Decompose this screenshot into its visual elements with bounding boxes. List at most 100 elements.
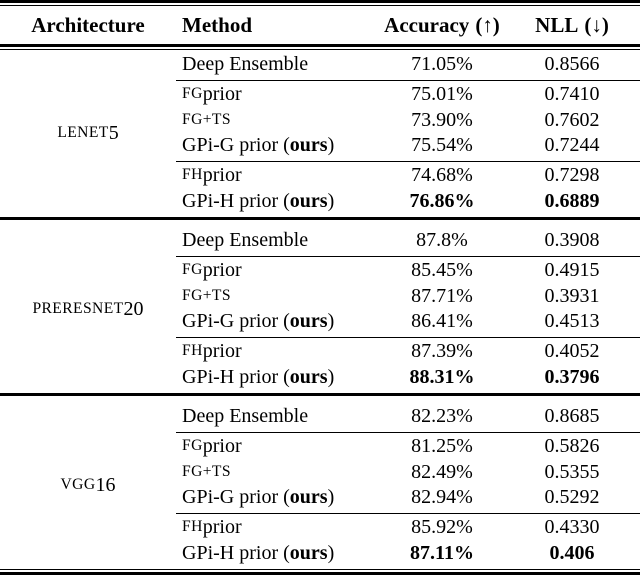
nll-cell: 0.4052 <box>544 339 600 362</box>
accuracy-cell: 88.31% <box>409 365 475 388</box>
method-label: GPi-G prior ( <box>182 486 290 508</box>
method-label: ) <box>327 365 335 388</box>
nll-cell: 0.5355 <box>544 460 600 483</box>
block-separator-rule <box>0 393 640 396</box>
method-label: GPi-H prior ( <box>182 541 290 564</box>
method-cell: GPi-G prior (ours) <box>176 133 380 162</box>
method-cell: fg prior <box>176 257 380 283</box>
nll-cell: 0.7602 <box>544 108 600 131</box>
method-cell: fg+ts <box>176 459 380 485</box>
architecture-name: lenet <box>57 124 109 141</box>
accuracy-header-label: Accuracy <box>384 12 470 37</box>
accuracy-cell: 82.23% <box>380 404 504 433</box>
nll-cell: 0.8566 <box>504 52 640 81</box>
architecture-label: preresnet 20 <box>0 228 176 390</box>
method-label: prior <box>202 163 242 186</box>
accuracy-cell: 81.25% <box>411 434 473 457</box>
accuracy-cell: 86.41% <box>380 309 504 338</box>
method-label: fh <box>182 166 203 183</box>
accuracy-cell: 71.05% <box>380 52 504 81</box>
method-label: fg <box>182 261 203 278</box>
method-cell: fg prior <box>176 81 380 107</box>
method-label: GPi-H prior ( <box>182 189 290 212</box>
ours-tag: ours <box>289 486 328 508</box>
accuracy-cell: 75.01% <box>411 82 473 105</box>
column-header-architecture: Architecture <box>31 12 145 37</box>
method-cell: Deep Ensemble <box>176 404 380 433</box>
architecture-block: vgg 16 Deep Ensemble 82.23% 0.8685 fg prior 81… <box>0 396 640 569</box>
header-rule <box>0 44 640 50</box>
accuracy-cell: 85.45% <box>411 258 473 281</box>
accuracy-cell: 73.90% <box>411 108 473 131</box>
accuracy-cell: 74.68% <box>411 163 473 186</box>
accuracy-cell: 82.49% <box>411 460 473 483</box>
architecture-block: lenet 5 Deep Ensemble 71.05% 0.8566 fg prior 7… <box>0 50 640 217</box>
nll-cell: 0.7410 <box>544 82 600 105</box>
method-label: GPi-G prior ( <box>182 134 290 156</box>
method-cell: fh prior <box>176 338 380 364</box>
method-cell: GPi-H prior (ours) <box>176 364 380 390</box>
column-header-method: Method <box>182 12 252 37</box>
method-label: GPi-G prior ( <box>182 310 290 332</box>
nll-cell: 0.406 <box>549 541 595 564</box>
bottom-rule <box>0 569 640 575</box>
method-label: ) <box>327 310 335 332</box>
method-cell: fg+ts <box>176 283 380 309</box>
method-label: Deep Ensemble <box>182 53 309 75</box>
method-label: Deep Ensemble <box>182 229 309 251</box>
method-cell: Deep Ensemble <box>176 228 380 257</box>
method-label: prior <box>202 434 242 457</box>
method-cell: fh prior <box>176 162 380 188</box>
method-label: fg <box>182 85 203 102</box>
accuracy-cell: 76.86% <box>409 189 475 212</box>
architecture-name: preresnet <box>32 300 124 317</box>
method-label: ) <box>327 541 335 564</box>
accuracy-cell: 85.92% <box>411 515 473 538</box>
table-body: lenet 5 Deep Ensemble 71.05% 0.8566 fg prior 7… <box>0 50 640 569</box>
accuracy-cell: 87.8% <box>380 228 504 257</box>
accuracy-cell: 75.54% <box>380 133 504 162</box>
method-cell: GPi-G prior (ours) <box>176 309 380 338</box>
architecture-number: 20 <box>123 297 144 320</box>
nll-cell: 0.4330 <box>544 515 600 538</box>
method-label: Deep Ensemble <box>182 405 309 427</box>
architecture-label: lenet 5 <box>0 52 176 214</box>
nll-cell: 0.7298 <box>544 163 600 186</box>
ours-tag: ours <box>289 310 328 332</box>
method-label: fh <box>182 342 203 359</box>
nll-cell: 0.4915 <box>544 258 600 281</box>
top-rule <box>0 0 640 6</box>
method-cell: GPi-H prior (ours) <box>176 188 380 214</box>
up-arrow-icon: (↑) <box>475 12 500 37</box>
architecture-name: vgg <box>60 476 96 493</box>
column-header-accuracy: Accuracy (↑) <box>380 13 504 38</box>
method-label: prior <box>202 515 242 538</box>
ours-tag: ours <box>289 134 328 156</box>
method-cell: fg+ts <box>176 107 380 133</box>
down-arrow-icon: (↓) <box>584 12 609 37</box>
nll-cell: 0.7244 <box>504 133 640 162</box>
ours-tag: ours <box>289 541 328 564</box>
architecture-number: 5 <box>108 121 119 144</box>
method-label: prior <box>202 258 242 281</box>
method-label: ) <box>327 134 335 156</box>
ours-tag: ours <box>289 365 328 388</box>
method-label: fg <box>182 437 203 454</box>
nll-cell: 0.6889 <box>544 189 600 212</box>
architecture-block: preresnet 20 Deep Ensemble 87.8% 0.3908 fg pr… <box>0 220 640 393</box>
architecture-number: 16 <box>95 473 116 496</box>
nll-cell: 0.5292 <box>504 485 640 514</box>
nll-cell: 0.4513 <box>504 309 640 338</box>
method-cell: GPi-G prior (ours) <box>176 485 380 514</box>
method-cell: GPi-H prior (ours) <box>176 540 380 566</box>
nll-cell: 0.5826 <box>544 434 600 457</box>
method-cell: Deep Ensemble <box>176 52 380 81</box>
nll-cell: 0.8685 <box>504 404 640 433</box>
column-header-nll: NLL (↓) <box>504 13 640 38</box>
nll-header-label: NLL <box>535 12 579 37</box>
accuracy-cell: 82.94% <box>380 485 504 514</box>
architecture-label: vgg 16 <box>0 404 176 566</box>
ours-tag: ours <box>289 189 328 212</box>
method-label: prior <box>202 82 242 105</box>
